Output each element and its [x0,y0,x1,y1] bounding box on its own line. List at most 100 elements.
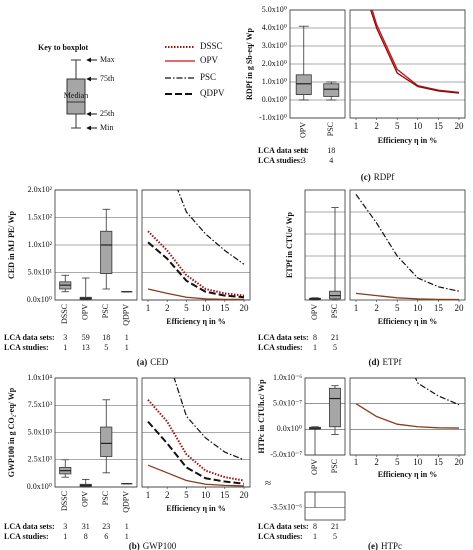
lca-count: 31 [82,522,90,531]
x-tick-label: 5 [395,303,400,313]
lca-row-label: LCA studies: [4,532,49,541]
x-tick-label: 15 [220,303,230,313]
caption-name: RDPf [374,172,395,182]
category-label: QDPV [122,491,131,513]
caption-letter: (e) [368,541,378,550]
series-line [355,403,460,429]
x-tick-label: 2 [374,303,379,313]
y-tick-label: 5.0x10⁰ [262,5,287,14]
series-line [147,420,245,485]
x-axis-label: Efficiency η in % [378,136,437,145]
x-tick-label: 20 [455,303,465,313]
caption-letter: (c) [361,172,371,182]
lca-row-label: LCA data sets: [4,522,55,531]
x-tick-label: 1 [146,490,151,500]
box [329,387,341,428]
series-line [147,399,245,482]
lca-count: 1 [125,343,129,352]
category-label: OPV [310,304,319,320]
lca-count: 18 [327,146,335,155]
break-mark: ≈ [265,478,271,490]
box [323,83,340,97]
lca-count: 21 [331,522,339,531]
x-tick-label: 5 [395,457,400,467]
y-tick-label: 7.5x10³ [28,400,53,409]
lca-count: 4 [329,156,333,165]
x-tick-label: 1 [354,121,359,131]
caption-letter: (a) [137,357,148,367]
series-line [355,292,460,300]
y-tick-label: 4.0x10⁰ [262,23,287,32]
caption: (a) CED [137,357,169,367]
line-frame [349,377,466,456]
series-line [147,464,245,487]
y-tick-label: 1.0x10² [28,240,53,249]
box [100,230,113,274]
x-axis-label: Efficiency η in % [166,504,225,513]
lca-count: 1 [125,333,129,342]
lca-count: 8 [313,333,317,342]
key-label: Min [100,123,113,132]
category-label: PSC [330,459,339,473]
legend-label: OPV [200,55,219,65]
lca-row-label: LCA data sets: [4,333,55,342]
y-tick-label: 1.0x10⁰ [262,77,287,86]
lca-row-label: LCA data sets: [258,146,309,155]
lca-count: 1 [313,343,317,352]
lca-row-label: LCA studies: [4,343,49,352]
lca-count: 5 [333,532,337,541]
x-tick-label: 10 [413,303,423,313]
caption: (c) RDPf [361,172,395,182]
series-line [147,241,245,299]
lca-count: 5 [333,343,337,352]
series-line [173,378,245,461]
lca-count: 21 [331,333,339,342]
caption-name: ETPf [383,357,402,367]
lca-row-label: LCA data sets: [258,522,309,531]
lca-count: 8 [313,522,317,531]
x-tick-label: 5 [184,303,189,313]
category-label: OPV [299,122,308,138]
box [295,74,312,96]
series-line [370,10,460,94]
lca-row-label: LCA data sets: [258,333,309,342]
category-label: QDPV [122,304,131,326]
x-tick-label: 2 [165,490,170,500]
y-axis-label: CED in MJ PE/ Wp [7,211,16,279]
x-tick-label: 10 [413,457,423,467]
key-label: 75th [100,74,114,83]
x-tick-label: 15 [434,303,444,313]
lca-row-label: LCA studies: [258,156,303,165]
y-tick-label: -1.0x10⁰ [259,113,287,122]
y-tick-label: 0.0x10⁰ [27,482,52,491]
break-frame [304,491,346,521]
line-frame [349,189,466,301]
y-tick-label: -5.0x10⁻⁷ [270,450,302,459]
lca-count: 3 [63,333,67,342]
box-frame [304,189,346,301]
x-axis-label: Efficiency η in % [378,317,437,326]
y-tick-label: 2.0x10² [28,185,53,194]
line-frame [141,189,251,301]
x-tick-label: 20 [455,457,465,467]
y-tick-label: 2.0x10⁰ [262,59,287,68]
key-box [66,78,86,115]
x-tick-label: 15 [220,490,230,500]
x-axis-label: Efficiency η in % [166,317,225,326]
box-frame [54,377,138,488]
x-tick-label: 10 [413,121,423,131]
y-tick-label: 0.0x10⁰ [27,295,52,304]
x-tick-label: 15 [434,121,444,131]
y-axis-label: RDPf in g Sb-eq/ Wp [245,28,254,100]
caption-letter: (b) [129,541,140,550]
caption-name: GWP100 [143,541,177,550]
lca-row-label: LCA studies: [258,532,303,541]
lca-count: 59 [82,333,90,342]
category-label: PSC [330,304,339,318]
box-frame [304,377,346,456]
x-tick-label: 1 [146,303,151,313]
category-label: PSC [101,491,110,505]
box-frame [289,9,346,119]
y-axis-label: GWP100 in g CO₂-eq/ Wp [7,387,16,477]
box-frame [54,189,138,301]
